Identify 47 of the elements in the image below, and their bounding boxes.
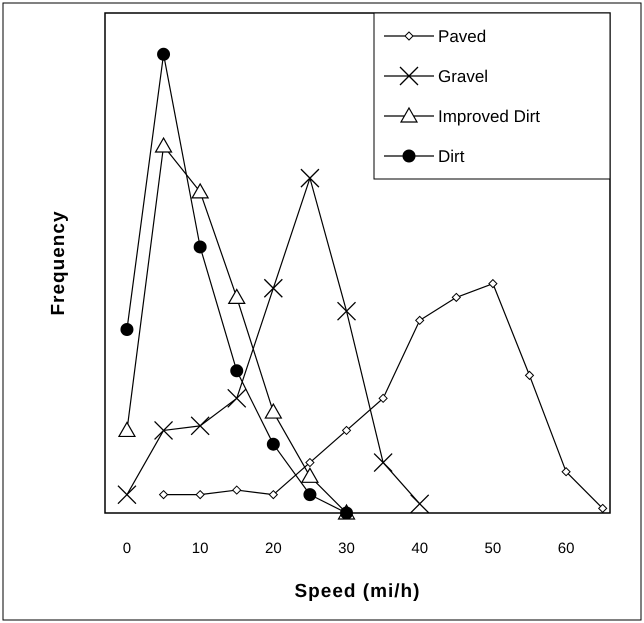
point bbox=[342, 426, 352, 435]
x-tick-label: 40 bbox=[411, 540, 428, 557]
legend-label: Paved bbox=[438, 27, 486, 46]
point bbox=[305, 458, 314, 468]
point bbox=[303, 488, 316, 502]
point bbox=[118, 422, 136, 438]
x-tick-label: 30 bbox=[338, 540, 355, 557]
point bbox=[373, 452, 393, 472]
point bbox=[562, 467, 571, 476]
point bbox=[300, 168, 320, 188]
point bbox=[452, 292, 461, 302]
x-tick-label: 60 bbox=[558, 540, 574, 557]
point bbox=[196, 490, 205, 500]
point bbox=[190, 416, 210, 436]
y-axis-title: Frequency bbox=[48, 210, 69, 316]
legend-label: Dirt bbox=[438, 147, 465, 166]
point bbox=[378, 394, 388, 403]
point bbox=[524, 370, 534, 380]
x-tick-label: 10 bbox=[192, 540, 208, 557]
point bbox=[266, 438, 280, 451]
point bbox=[336, 302, 356, 321]
x-tick-label: 0 bbox=[122, 540, 132, 557]
point bbox=[159, 490, 168, 500]
point bbox=[227, 388, 246, 408]
legend-label: Gravel bbox=[438, 67, 488, 86]
point bbox=[268, 490, 278, 500]
point bbox=[264, 278, 283, 298]
point bbox=[194, 240, 207, 254]
x-axis-title: Speed (mi/h) bbox=[294, 581, 421, 602]
legend-label: Improved Dirt bbox=[438, 107, 540, 126]
point bbox=[488, 279, 498, 288]
point bbox=[228, 288, 246, 304]
point bbox=[264, 403, 282, 419]
point bbox=[120, 323, 134, 336]
point bbox=[232, 486, 242, 495]
point bbox=[415, 316, 424, 325]
point bbox=[301, 468, 319, 483]
point bbox=[154, 137, 172, 153]
point bbox=[154, 420, 174, 440]
point bbox=[230, 364, 244, 378]
point bbox=[192, 183, 209, 198]
point bbox=[598, 504, 608, 513]
x-tick-label: 50 bbox=[484, 540, 502, 557]
point bbox=[410, 494, 430, 514]
x-tick-label: 20 bbox=[264, 540, 282, 557]
point bbox=[157, 48, 170, 61]
point bbox=[117, 485, 137, 504]
